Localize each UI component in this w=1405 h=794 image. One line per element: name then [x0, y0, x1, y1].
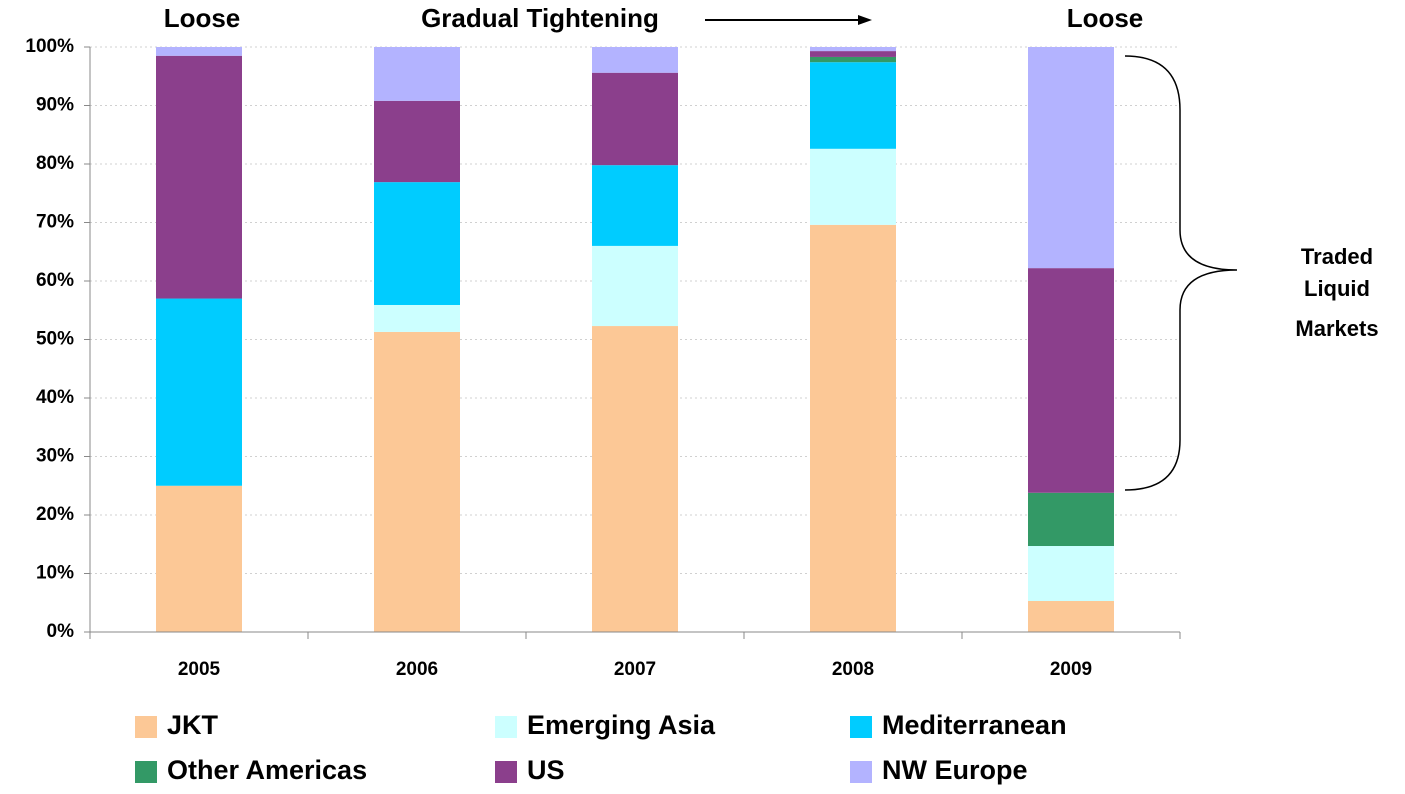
bar-segment: [374, 47, 460, 101]
bar-segment: [810, 224, 896, 632]
bracket: [1124, 55, 1238, 491]
y-tick-label: 30%: [36, 446, 74, 467]
y-tick-label: 40%: [36, 387, 74, 408]
legend-label: Emerging Asia: [527, 710, 716, 740]
y-tick-label: 60%: [36, 270, 74, 291]
bar-segment: [592, 326, 678, 632]
bar-segment: [374, 100, 460, 183]
bar-segment: [810, 51, 896, 57]
x-tick-label: 2006: [396, 659, 438, 680]
bar-segment: [1028, 600, 1114, 632]
legend-swatch: [135, 716, 157, 738]
bar-segment: [156, 485, 242, 632]
legend-swatch: [495, 761, 517, 783]
legend-label: NW Europe: [882, 755, 1028, 785]
legend-swatch: [495, 716, 517, 738]
bar-segment: [810, 62, 896, 149]
bar-segment: [374, 304, 460, 332]
legend-swatch: [850, 716, 872, 738]
bracket-label: Traded: [1301, 244, 1373, 269]
legend-swatch: [135, 761, 157, 783]
x-tick-label: 2008: [832, 659, 874, 680]
bar-segment: [374, 331, 460, 632]
bar-segment: [810, 56, 896, 63]
bar-segment: [374, 182, 460, 305]
bar-segment: [1028, 268, 1114, 493]
bracket-label: Markets: [1295, 316, 1378, 341]
y-tick-label: 90%: [36, 95, 74, 116]
arrow: [705, 15, 872, 25]
bar-segment: [810, 47, 896, 52]
bar-segment: [1028, 492, 1114, 547]
x-tick-label: 2005: [178, 659, 221, 680]
bar-segment: [1028, 546, 1114, 601]
bar-segment: [592, 245, 678, 327]
y-tick-label: 0%: [47, 621, 75, 642]
legend-label: Other Americas: [167, 755, 367, 785]
y-tick-label: 20%: [36, 504, 74, 525]
annotation: Gradual Tightening: [421, 3, 659, 33]
bar-segment: [156, 298, 242, 486]
annotation: Loose: [1067, 3, 1144, 33]
x-tick-label: 2007: [614, 659, 656, 680]
y-tick-label: 10%: [36, 563, 74, 584]
bar-segment: [156, 55, 242, 299]
legend-label: Mediterranean: [882, 710, 1067, 740]
legend-label: US: [527, 755, 565, 785]
bar-segment: [156, 47, 242, 56]
bracket-label: Liquid: [1304, 276, 1370, 301]
y-tick-label: 70%: [36, 212, 74, 233]
bar-segment: [810, 148, 896, 225]
legend-swatch: [850, 761, 872, 783]
bar-segment: [1028, 47, 1114, 269]
legend-label: JKT: [167, 710, 219, 740]
bar-segment: [592, 47, 678, 73]
x-tick-label: 2009: [1050, 659, 1092, 680]
bar-segment: [592, 72, 678, 166]
y-tick-label: 100%: [25, 36, 74, 57]
annotation: Loose: [164, 3, 241, 33]
y-tick-label: 50%: [36, 329, 74, 350]
bar-segment: [592, 165, 678, 246]
y-tick-label: 80%: [36, 153, 74, 174]
